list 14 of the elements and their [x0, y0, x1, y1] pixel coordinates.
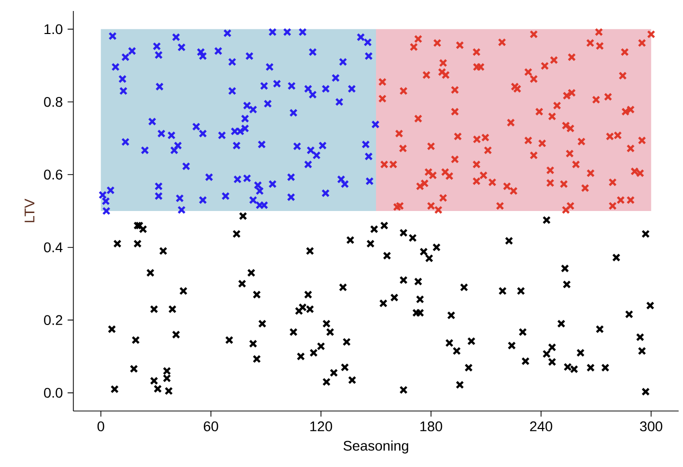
y-tick-label: 0.8	[44, 96, 62, 107]
y-tick-label: 0.2	[44, 315, 62, 326]
y-tick-label: 1.0	[44, 24, 62, 34]
x-tick-label: 60	[204, 421, 218, 432]
x-tick-label: 300	[640, 421, 662, 432]
y-tick-label: 0.0	[44, 388, 62, 398]
x-tick-label: 180	[420, 421, 442, 432]
y-tick-label: 0.4	[44, 242, 63, 252]
y-axis-title: LTV	[24, 198, 34, 222]
x-tick-label: 0	[98, 421, 104, 432]
x-axis-title: Seasoning	[344, 440, 408, 454]
x-tick-label: 240	[530, 421, 552, 432]
y-tick-label: 0.6	[44, 170, 62, 180]
x-tick-label: 120	[310, 421, 332, 432]
